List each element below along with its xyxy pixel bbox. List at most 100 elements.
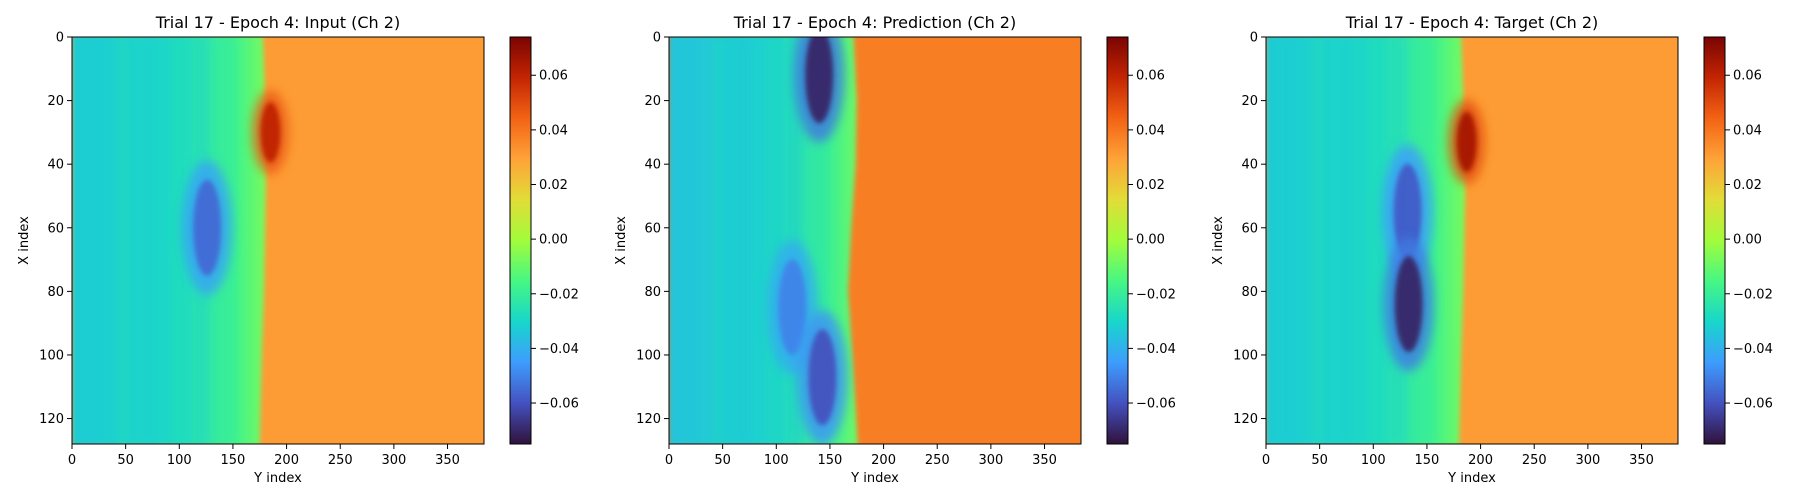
heatmap-streak	[118, 37, 127, 444]
x-tick-label: 200	[274, 453, 299, 468]
plot-frame	[71, 36, 485, 445]
x-tick-label: 200	[871, 453, 896, 468]
heatmap-feature-low	[1393, 163, 1422, 260]
heatmap-streak	[1313, 37, 1322, 444]
colorbar-tick-label: −0.02	[539, 287, 579, 302]
x-tick-label: 150	[221, 453, 246, 468]
x-tick-label: 100	[167, 453, 192, 468]
y-axis-label: X index	[614, 216, 629, 265]
plot-frame	[1265, 36, 1679, 445]
x-tick-label: 200	[1468, 453, 1493, 468]
heatmap-image	[72, 37, 484, 444]
x-tick-label: 50	[1311, 453, 1328, 468]
colorbar-tick-label: 0.06	[1136, 69, 1165, 84]
colorbar-tick-label: −0.04	[539, 342, 579, 357]
y-tick-label: 60	[644, 221, 661, 236]
heatmap-image	[669, 37, 1081, 444]
heatmap-image	[1266, 37, 1678, 444]
heatmap-feature-high	[260, 102, 281, 163]
x-tick-label: 250	[328, 453, 353, 468]
colorbar-tick-label: −0.06	[1136, 397, 1176, 412]
x-tick-label: 250	[1522, 453, 1547, 468]
heatmap-streak	[740, 37, 749, 444]
plot-frame	[668, 36, 1082, 445]
y-tick-label: 40	[47, 158, 64, 173]
y-tick-label: 120	[1233, 412, 1258, 427]
colorbar-tick-label: 0.04	[1733, 123, 1762, 138]
x-tick-label: 250	[925, 453, 950, 468]
heatmap-background-left	[72, 37, 267, 444]
y-tick-label: 40	[1241, 158, 1258, 173]
heatmap-streak	[145, 37, 154, 444]
heatmap-streak	[766, 37, 775, 444]
x-tick-label: 150	[1415, 453, 1440, 468]
y-tick-label: 60	[47, 221, 64, 236]
y-tick-label: 20	[47, 94, 64, 109]
y-axis-label: X index	[1211, 216, 1226, 265]
y-tick-label: 80	[644, 285, 661, 300]
x-tick-label: 50	[714, 453, 731, 468]
colorbar-tick-label: 0.00	[1136, 233, 1165, 248]
y-axis-label: X index	[17, 216, 32, 265]
y-tick-label: 100	[636, 348, 661, 363]
x-tick-label: 350	[435, 453, 460, 468]
y-tick-label: 60	[1241, 221, 1258, 236]
y-tick-label: 20	[644, 94, 661, 109]
colorbar-tick-label: −0.02	[1136, 287, 1176, 302]
colorbar-tick-label: −0.02	[1733, 287, 1773, 302]
chart-title: Trial 17 - Epoch 4: Target (Ch 2)	[1345, 13, 1598, 32]
colorbar-tick-label: 0.06	[539, 69, 568, 84]
colorbar	[509, 36, 532, 445]
heatmap-streak	[714, 37, 723, 444]
heatmap-background-left	[1266, 37, 1466, 444]
y-tick-label: 100	[1233, 348, 1258, 363]
y-tick-label: 120	[636, 412, 661, 427]
heatmap-feature-low	[805, 37, 834, 124]
y-tick-label: 100	[39, 348, 64, 363]
heatmap-feature-low	[1394, 256, 1423, 353]
heatmap-feature-low	[808, 329, 837, 426]
heatmap-streak	[92, 37, 100, 444]
x-tick-label: 300	[1575, 453, 1600, 468]
heatmap-streak	[817, 37, 826, 444]
colorbar-tick-label: 0.06	[1733, 69, 1762, 84]
x-tick-label: 0	[665, 453, 673, 468]
x-tick-label: 0	[68, 453, 76, 468]
colorbar-tick-label: −0.06	[1733, 397, 1773, 412]
x-tick-label: 100	[764, 453, 789, 468]
colorbar-tick-label: −0.06	[539, 397, 579, 412]
y-tick-label: 0	[56, 31, 64, 46]
x-axis-label: Y index	[1447, 471, 1496, 486]
heatmap-streak	[1341, 37, 1350, 444]
heatmap-streak	[689, 37, 697, 444]
y-tick-label: 0	[1250, 31, 1258, 46]
colorbar-tick-label: 0.04	[539, 123, 568, 138]
colorbar	[1703, 36, 1726, 445]
colorbar-tick-label: 0.02	[1733, 178, 1762, 193]
heatmap-streak	[1286, 37, 1294, 444]
heatmap-panel-1: Trial 17 - Epoch 4: Input (Ch 2) 0 50 100 15…	[17, 13, 579, 486]
x-axis-label: Y index	[253, 471, 302, 486]
colorbar-tick-label: 0.00	[539, 233, 568, 248]
y-tick-label: 80	[47, 285, 64, 300]
x-axis-label: Y index	[850, 471, 899, 486]
x-tick-label: 300	[978, 453, 1003, 468]
colorbar-tick-label: 0.02	[1136, 178, 1165, 193]
heatmap-panel-2: Trial 17 - Epoch 4: Prediction (Ch 2) 0 50…	[614, 13, 1176, 486]
chart-title: Trial 17 - Epoch 4: Input (Ch 2)	[155, 13, 400, 32]
heatmap-feature-low	[778, 259, 807, 356]
colorbar-tick-label: −0.04	[1136, 342, 1176, 357]
x-tick-label: 150	[818, 453, 843, 468]
x-tick-label: 300	[381, 453, 406, 468]
heatmap-panel-3: Trial 17 - Epoch 4: Target (Ch 2) 0 50 100 1…	[1211, 13, 1773, 486]
heatmap-streak	[1369, 37, 1378, 444]
x-tick-label: 0	[1262, 453, 1270, 468]
y-tick-label: 80	[1241, 285, 1258, 300]
heatmap-feature-low	[193, 179, 222, 276]
y-tick-label: 120	[39, 412, 64, 427]
colorbar-tick-label: 0.02	[539, 178, 568, 193]
heatmap-streak	[792, 37, 801, 444]
chart-title: Trial 17 - Epoch 4: Prediction (Ch 2)	[733, 13, 1016, 32]
x-tick-label: 100	[1361, 453, 1386, 468]
